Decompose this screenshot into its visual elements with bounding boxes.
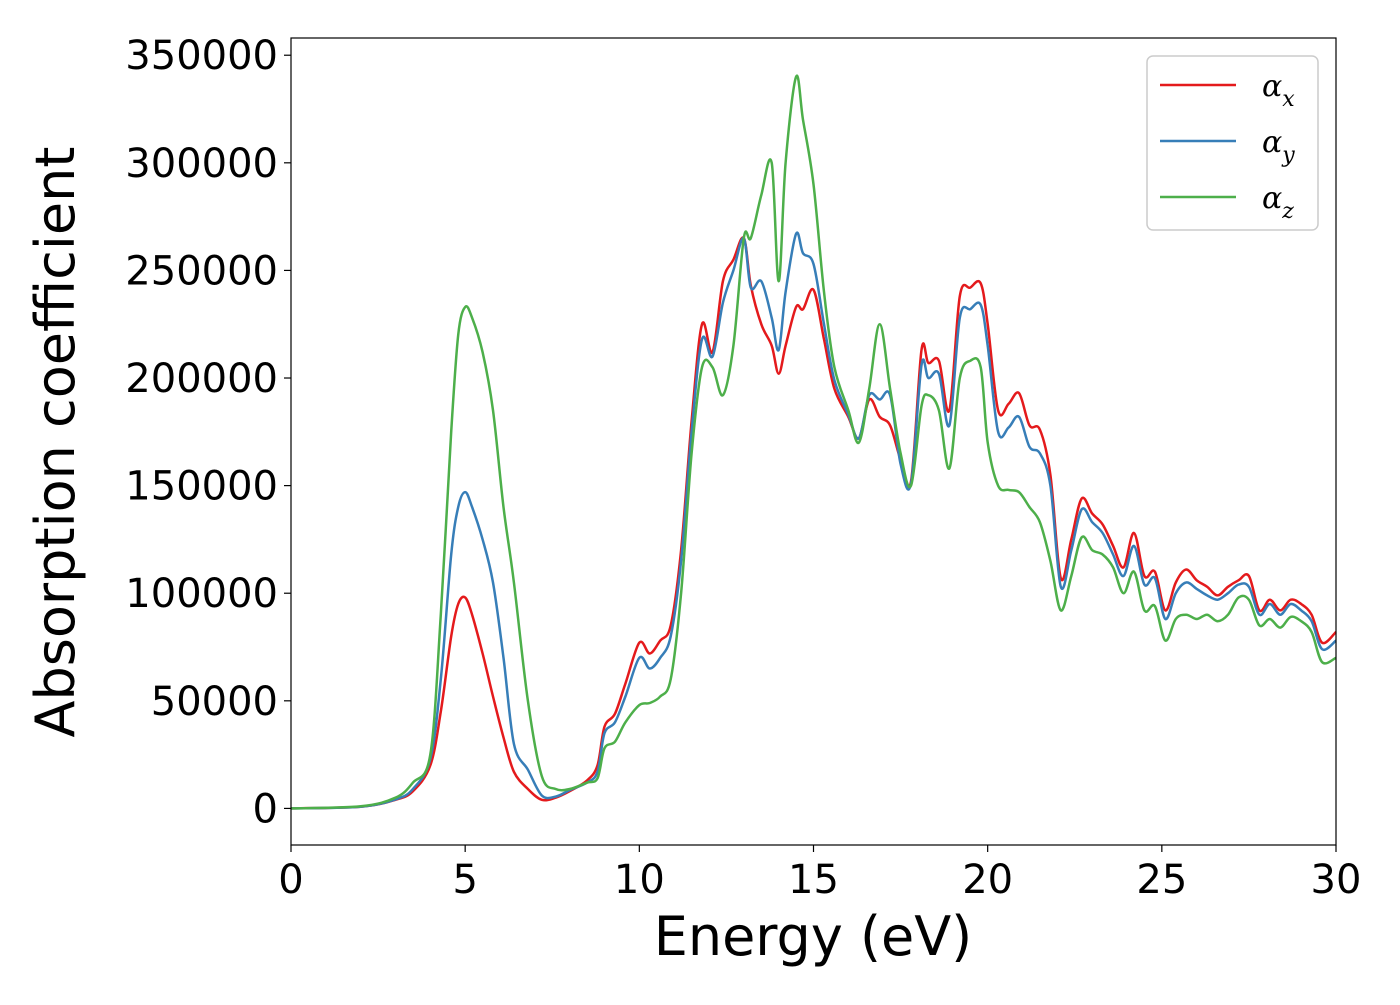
y-tick-label: 300000 xyxy=(125,141,278,187)
x-axis: 0 5 10 15 20 25 30 xyxy=(278,845,1361,903)
y-tick-label: 200000 xyxy=(125,356,278,402)
legend-box xyxy=(1146,55,1319,231)
series-layer xyxy=(290,74,1337,810)
x-tick-label: 5 xyxy=(452,857,477,903)
x-tick-label: 20 xyxy=(962,857,1013,903)
x-axis-title: Energy (eV) xyxy=(654,905,973,968)
y-tick-label: 50000 xyxy=(151,679,278,725)
y-tick-label: 0 xyxy=(253,786,278,832)
y-axis: 0 50000 100000 150000 200000 250000 300000 3500… xyxy=(125,33,291,832)
y-axis-title: Absorption coefficient xyxy=(24,147,87,738)
x-tick-label: 10 xyxy=(614,857,665,903)
x-tick-label: 25 xyxy=(1136,857,1187,903)
y-tick-label: 250000 xyxy=(125,248,278,294)
x-tick-label: 15 xyxy=(788,857,839,903)
series-line-alpha-z xyxy=(290,74,1337,810)
y-tick-label: 350000 xyxy=(125,33,278,79)
x-tick-label: 0 xyxy=(278,857,303,903)
x-tick-label: 30 xyxy=(1311,857,1362,903)
y-tick-label: 150000 xyxy=(125,464,278,510)
y-tick-label: 100000 xyxy=(125,571,278,617)
